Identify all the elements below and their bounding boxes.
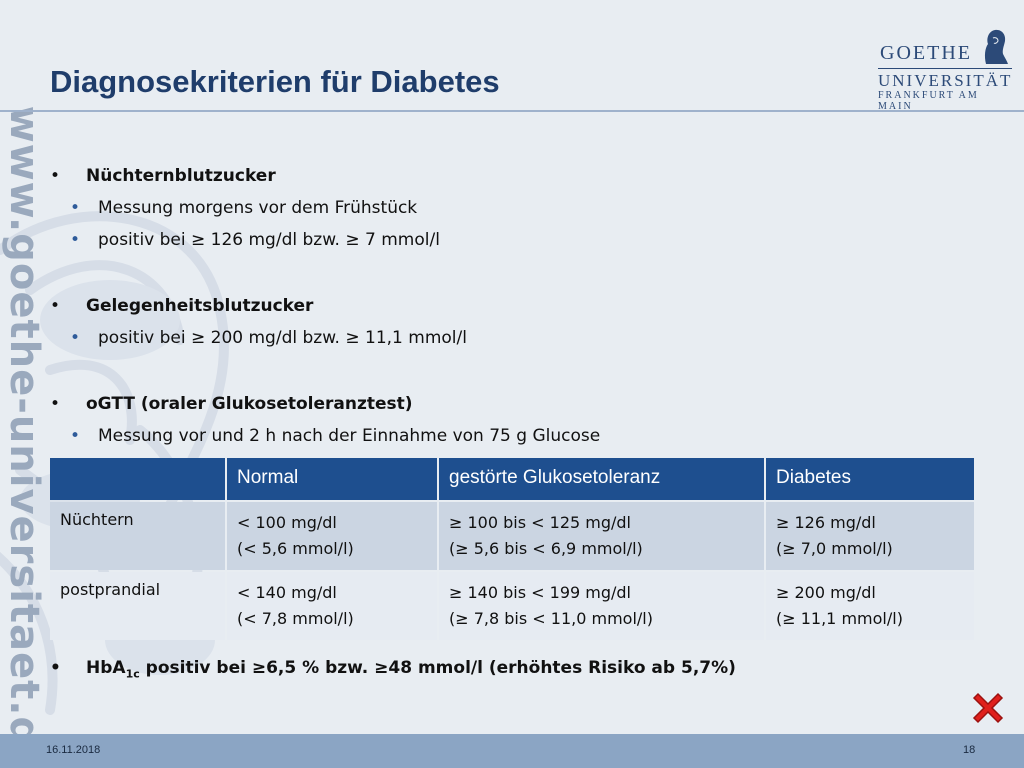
table-header-impaired: gestörte Glukosetoleranz bbox=[439, 458, 764, 500]
table-header-empty bbox=[50, 458, 225, 500]
bullet-text: oGTT (oraler Glukosetoleranztest) bbox=[86, 394, 413, 414]
table-header-row: Normal gestörte Glukosetoleranz Diabetes bbox=[50, 458, 974, 500]
diagnosis-table: Normal gestörte Glukosetoleranz Diabetes… bbox=[48, 456, 976, 642]
bullet-dot: • bbox=[50, 166, 61, 186]
footer-date: 16.11.2018 bbox=[46, 744, 101, 756]
cell-line: (≥ 5,6 bis < 6,9 mmol/l) bbox=[449, 539, 643, 558]
hba1c-rest: positiv bei ≥6,5 % bzw. ≥48 mmol/l (erhö… bbox=[139, 658, 736, 678]
title-divider bbox=[0, 110, 1024, 112]
table-row: postprandial < 140 mg/dl (< 7,8 mmol/l) … bbox=[50, 572, 974, 640]
bullet-dot: • bbox=[70, 426, 81, 446]
hba1c-text: HbA1c positiv bei ≥6,5 % bzw. ≥48 mmol/l… bbox=[86, 658, 736, 680]
bullet-dot: • bbox=[50, 658, 61, 678]
row-label: postprandial bbox=[50, 572, 225, 640]
bullet-text: Messung morgens vor dem Frühstück bbox=[98, 198, 418, 218]
bullet-text: Nüchternblutzucker bbox=[86, 166, 276, 186]
table-row: Nüchtern < 100 mg/dl (< 5,6 mmol/l) ≥ 10… bbox=[50, 502, 974, 570]
logo-line-city: FRANKFURT AM MAIN bbox=[878, 90, 979, 112]
logo-rule bbox=[878, 68, 1012, 69]
watermark-url: www.goethe-universitaet.de bbox=[1, 105, 47, 768]
bullet-text: positiv bei ≥ 126 mg/dl bzw. ≥ 7 mmol/l bbox=[98, 230, 440, 250]
cell-line: (< 7,8 mmol/l) bbox=[237, 609, 354, 628]
cell-line: ≥ 126 mg/dl bbox=[776, 513, 876, 532]
bullet-dot: • bbox=[70, 198, 81, 218]
logo-line-universitaet: UNIVERSITÄT bbox=[878, 71, 1013, 90]
cell-line: (≥ 7,8 bis < 11,0 mmol/l) bbox=[449, 609, 653, 628]
bullet-dot: • bbox=[50, 296, 61, 316]
table-cell: ≥ 126 mg/dl (≥ 7,0 mmol/l) bbox=[766, 502, 974, 570]
hba1c-subscript: 1c bbox=[125, 667, 140, 681]
logo-line-goethe: GOETHE bbox=[880, 42, 972, 64]
cell-line: < 140 mg/dl bbox=[237, 583, 337, 602]
cell-line: ≥ 100 bis < 125 mg/dl bbox=[449, 513, 631, 532]
row-label: Nüchtern bbox=[50, 502, 225, 570]
close-x-icon[interactable] bbox=[968, 688, 1008, 728]
bullet-dot: • bbox=[50, 394, 61, 414]
table-cell: < 100 mg/dl (< 5,6 mmol/l) bbox=[227, 502, 437, 570]
goethe-portrait-icon bbox=[984, 29, 1008, 64]
bullet-text: Messung vor und 2 h nach der Einnahme vo… bbox=[98, 426, 601, 446]
slide-title: Diagnosekriterien für Diabetes bbox=[50, 64, 500, 99]
bullet-text: Gelegenheitsblutzucker bbox=[86, 296, 314, 316]
bullet-text: positiv bei ≥ 200 mg/dl bzw. ≥ 11,1 mmol… bbox=[98, 328, 467, 348]
table-header-normal: Normal bbox=[227, 458, 437, 500]
cell-line: ≥ 200 mg/dl bbox=[776, 583, 876, 602]
cell-line: (≥ 11,1 mmol/l) bbox=[776, 609, 903, 628]
bullet-dot: • bbox=[70, 230, 81, 250]
cell-line: (≥ 7,0 mmol/l) bbox=[776, 539, 893, 558]
table-header-diabetes: Diabetes bbox=[766, 458, 974, 500]
bullet-dot: • bbox=[70, 328, 81, 348]
university-logo: GOETHE UNIVERSITÄT FRANKFURT AM MAIN bbox=[872, 26, 1013, 112]
cell-line: ≥ 140 bis < 199 mg/dl bbox=[449, 583, 631, 602]
table-cell: ≥ 140 bis < 199 mg/dl (≥ 7,8 bis < 11,0 … bbox=[439, 572, 764, 640]
table-cell: ≥ 200 mg/dl (≥ 11,1 mmol/l) bbox=[766, 572, 974, 640]
footer-bar: 16.11.2018 18 bbox=[0, 734, 1024, 768]
hba1c-main: HbA bbox=[86, 658, 126, 678]
table-cell: < 140 mg/dl (< 7,8 mmol/l) bbox=[227, 572, 437, 640]
cell-line: (< 5,6 mmol/l) bbox=[237, 539, 354, 558]
footer-page-number: 18 bbox=[963, 744, 976, 756]
cell-line: < 100 mg/dl bbox=[237, 513, 337, 532]
table-cell: ≥ 100 bis < 125 mg/dl (≥ 5,6 bis < 6,9 m… bbox=[439, 502, 764, 570]
